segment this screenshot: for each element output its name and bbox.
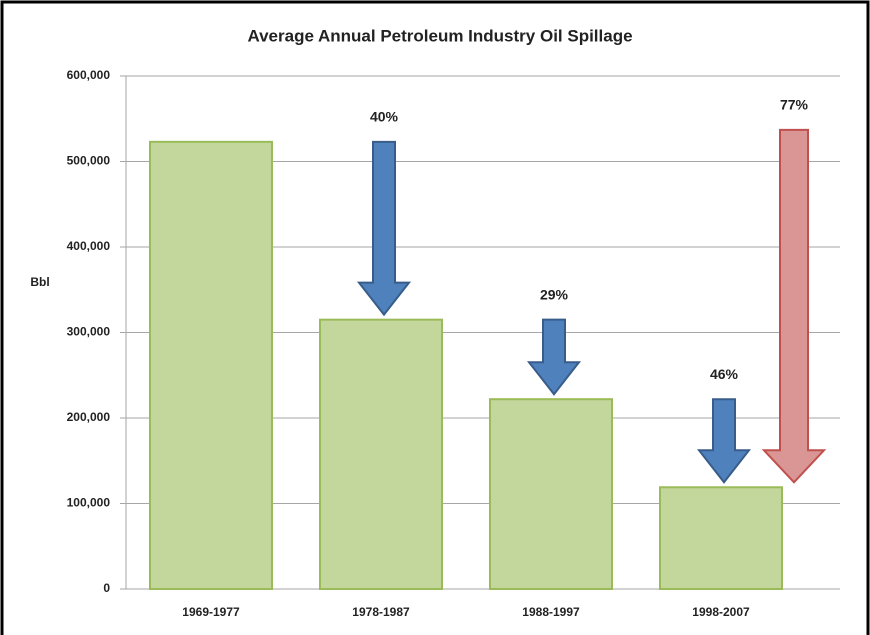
annotation: 46% [710, 366, 739, 382]
x-tick-label: 1978-1987 [352, 605, 410, 619]
annotation: 77% [780, 97, 809, 113]
bar [149, 140, 273, 591]
y-tick-label: 0 [103, 581, 110, 595]
annotation: 29% [540, 286, 569, 302]
arrow [761, 128, 827, 484]
bar [319, 318, 443, 590]
annotation: 40% [370, 109, 399, 125]
x-tick-label: 1998-2007 [692, 605, 750, 619]
y-tick-label: 100,000 [67, 496, 111, 510]
bar [489, 398, 613, 590]
y-axis-label: Bbl [30, 275, 49, 289]
x-tick-label: 1988-1997 [522, 605, 580, 619]
y-tick-label: 600,000 [67, 68, 111, 82]
y-tick-label: 500,000 [67, 154, 111, 168]
x-tick-label: 1969-1977 [182, 605, 240, 619]
chart-title: Average Annual Petroleum Industry Oil Sp… [247, 26, 632, 45]
arrow [526, 318, 582, 396]
y-tick-label: 300,000 [67, 325, 111, 339]
arrow [696, 398, 752, 484]
y-tick-label: 400,000 [67, 239, 111, 253]
y-tick-label: 200,000 [67, 410, 111, 424]
bar [659, 486, 783, 591]
arrow [356, 140, 412, 317]
